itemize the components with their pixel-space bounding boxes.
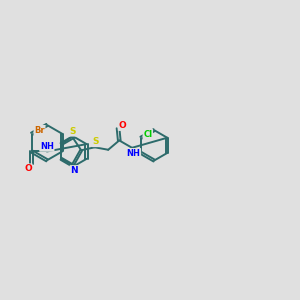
Text: Cl: Cl: [143, 130, 152, 139]
Text: Br: Br: [34, 126, 45, 135]
Text: N: N: [70, 166, 78, 175]
Text: O: O: [24, 164, 32, 173]
Text: O: O: [118, 121, 126, 130]
Text: S: S: [93, 137, 99, 146]
Text: S: S: [69, 127, 76, 136]
Text: NH: NH: [127, 149, 140, 158]
Text: NH: NH: [40, 142, 54, 151]
